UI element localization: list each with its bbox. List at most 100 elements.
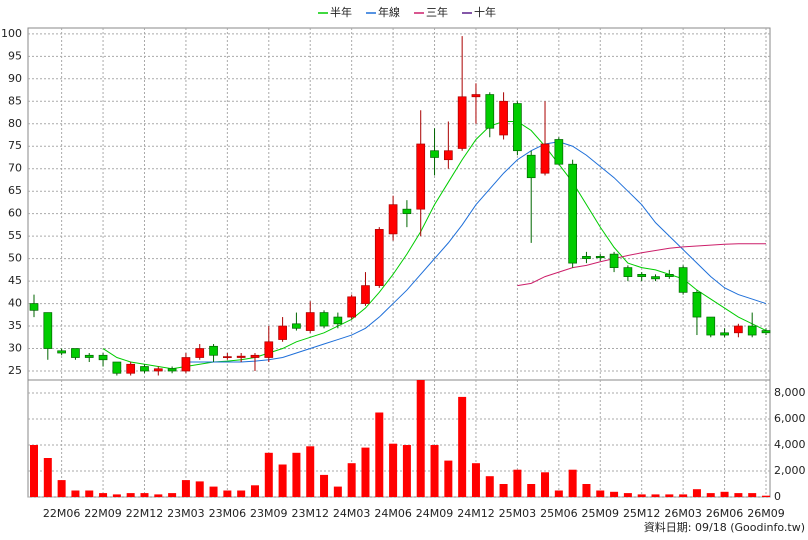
- volume-bar: [375, 412, 384, 497]
- y-tick-label: 90: [8, 72, 22, 85]
- candle-body: [236, 355, 246, 358]
- x-tick-label: 26M06: [706, 507, 744, 520]
- x-tick-label: 26M03: [664, 507, 702, 520]
- y2-tick-label: 4,000: [774, 438, 806, 451]
- candle-body: [513, 103, 522, 152]
- y-tick-label: 85: [8, 94, 22, 107]
- candle-body: [319, 312, 329, 327]
- y-tick-label: 50: [8, 252, 22, 265]
- volume-bar: [237, 490, 246, 497]
- candle-body: [223, 356, 232, 358]
- candle-body: [623, 267, 633, 277]
- volume-bar: [402, 445, 411, 497]
- volume-bar: [361, 447, 370, 497]
- candle-body: [720, 332, 729, 336]
- candle-body: [292, 323, 301, 329]
- candle-body: [402, 208, 412, 215]
- ma-line: [517, 243, 766, 287]
- volume-bar: [389, 443, 398, 497]
- volume-bar: [140, 493, 149, 497]
- volume-bar: [623, 493, 632, 497]
- y-tick-label: 40: [8, 297, 22, 310]
- candle-body: [374, 229, 384, 286]
- volume-bar: [223, 490, 232, 497]
- legend-label: 年線: [378, 5, 400, 19]
- candle-body: [181, 357, 191, 372]
- candle-body: [526, 154, 536, 179]
- candle-body: [57, 350, 66, 354]
- y-tick-label: 65: [8, 184, 22, 197]
- volume-bar: [209, 486, 218, 497]
- volume-bar: [527, 484, 536, 497]
- candle-body: [333, 316, 343, 325]
- x-tick-label: 22M09: [84, 507, 122, 520]
- volume-bar: [320, 474, 329, 497]
- candle-body: [499, 100, 508, 136]
- candle-body: [747, 325, 757, 336]
- volume-bar: [347, 463, 356, 497]
- volume-bar: [762, 495, 770, 497]
- x-tick-label: 23M12: [291, 507, 329, 520]
- x-tick-label: 25M06: [540, 507, 578, 520]
- candle-body: [582, 256, 591, 259]
- candle-body: [43, 312, 53, 349]
- candle-body: [706, 316, 716, 336]
- y-tick-label: 35: [8, 319, 22, 332]
- candle-body: [692, 291, 702, 318]
- candle-body: [278, 325, 287, 340]
- x-tick-label: 23M06: [209, 507, 247, 520]
- volume-bar: [513, 469, 522, 497]
- candle-body: [167, 368, 177, 372]
- legend-label: 三年: [426, 5, 448, 19]
- candle-body: [734, 325, 743, 334]
- volume-bar: [264, 452, 273, 497]
- volume-bar: [181, 480, 190, 497]
- candle-body: [71, 348, 80, 358]
- candle-body: [305, 312, 315, 331]
- candle-body: [153, 368, 163, 372]
- x-tick-label: 24M12: [457, 507, 495, 520]
- x-tick-label: 23M03: [167, 507, 205, 520]
- plot-frame: [27, 27, 771, 498]
- volume-bar: [57, 480, 66, 497]
- x-tick-label: 24M03: [333, 507, 371, 520]
- volume-bar: [126, 493, 135, 497]
- candle-body: [195, 348, 205, 358]
- volume-bar: [430, 445, 439, 497]
- candle-body: [637, 274, 647, 277]
- volume-bar: [306, 446, 315, 497]
- candle-body: [361, 285, 370, 304]
- y-tick-label: 80: [8, 117, 22, 130]
- volume-bar: [278, 464, 287, 497]
- volume-bar: [471, 463, 480, 497]
- volume-bar: [665, 494, 674, 497]
- legend-label: 十年: [474, 5, 496, 19]
- candle-body: [678, 267, 688, 293]
- legend-label: 半年: [330, 5, 352, 19]
- candle-body: [264, 341, 274, 358]
- x-tick-label: 22M06: [43, 507, 81, 520]
- y-tick-label: 100: [1, 27, 22, 40]
- y-tick-label: 75: [8, 139, 22, 152]
- volume-bar: [568, 469, 577, 497]
- volume-bar: [333, 486, 342, 497]
- volume-bar: [596, 490, 605, 497]
- volume-bar: [499, 484, 508, 497]
- volume-bar: [71, 490, 80, 497]
- volume-bar: [748, 493, 757, 497]
- volume-bar: [292, 452, 301, 497]
- candle-body: [443, 150, 453, 161]
- volume-bar: [720, 491, 729, 497]
- x-tick-label: 23M09: [250, 507, 288, 520]
- candle-body: [471, 94, 481, 98]
- volume-bar: [154, 494, 163, 497]
- y-tick-label: 45: [8, 274, 22, 287]
- candle-body: [126, 363, 136, 374]
- candle-body: [416, 143, 426, 210]
- x-tick-label: 24M06: [374, 507, 412, 520]
- volume-bar: [458, 396, 467, 497]
- candle-body: [568, 163, 577, 264]
- volume-bar: [30, 445, 38, 497]
- volume-bar: [679, 494, 688, 497]
